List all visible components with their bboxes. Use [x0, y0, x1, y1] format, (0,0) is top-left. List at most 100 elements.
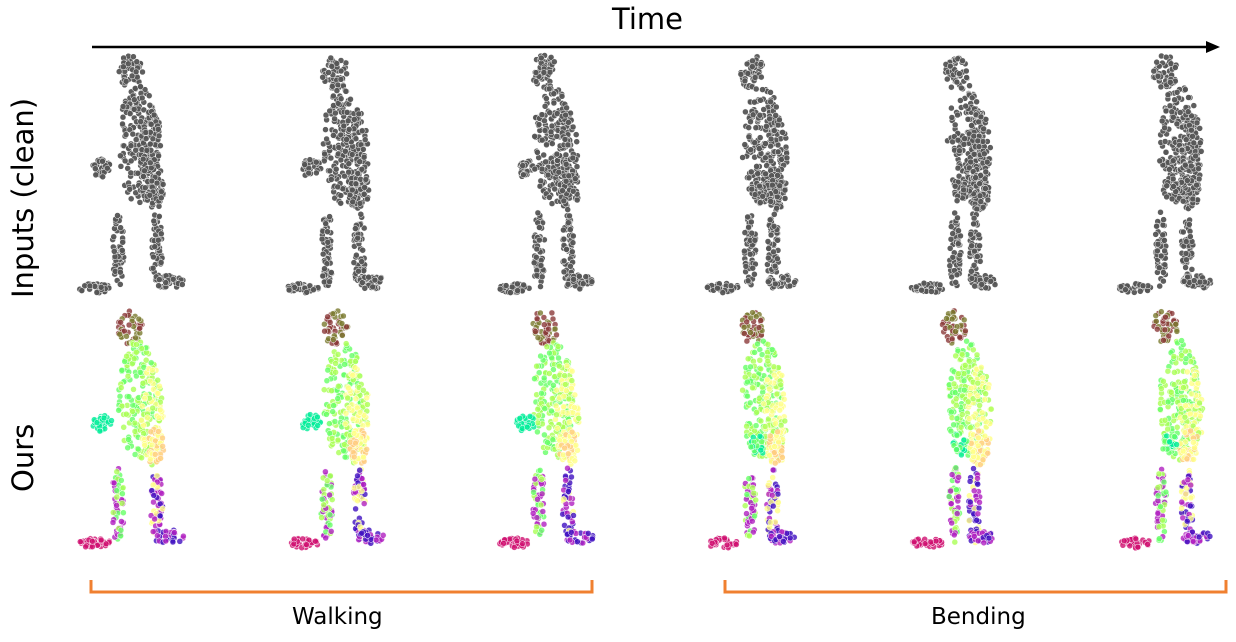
point	[741, 229, 749, 236]
point	[745, 133, 753, 141]
point	[768, 346, 776, 353]
point	[129, 408, 136, 415]
point	[952, 279, 959, 286]
point	[533, 254, 540, 261]
point	[767, 519, 774, 526]
point	[771, 211, 778, 218]
point	[325, 69, 332, 76]
point	[139, 68, 146, 76]
point	[320, 501, 327, 509]
point	[119, 239, 126, 246]
point	[977, 198, 985, 205]
point	[318, 514, 325, 521]
ours-point-cloud-frame-4	[707, 309, 798, 551]
point	[127, 157, 135, 165]
point	[745, 174, 753, 182]
point	[538, 273, 546, 281]
point	[345, 168, 352, 176]
point	[96, 427, 104, 435]
point	[760, 400, 767, 408]
point	[150, 498, 157, 506]
point	[943, 315, 950, 322]
point	[140, 430, 147, 437]
point	[533, 514, 541, 521]
point	[781, 186, 789, 194]
point	[569, 239, 577, 246]
point	[125, 393, 133, 400]
point	[773, 204, 780, 212]
point	[538, 390, 545, 397]
point	[753, 163, 760, 170]
point	[327, 528, 335, 535]
point	[535, 412, 542, 419]
point	[953, 271, 961, 279]
point	[352, 358, 359, 365]
point	[778, 372, 786, 379]
point	[947, 236, 955, 243]
point	[327, 54, 335, 62]
point	[567, 263, 574, 270]
point	[756, 433, 764, 440]
point	[320, 386, 328, 393]
point	[332, 109, 339, 117]
point	[757, 417, 765, 425]
point	[975, 231, 982, 239]
point	[145, 92, 153, 99]
point	[741, 502, 749, 509]
point	[786, 534, 794, 542]
point	[763, 123, 770, 130]
point	[543, 343, 551, 351]
point	[957, 97, 964, 104]
point	[588, 278, 596, 285]
point	[779, 454, 786, 461]
point	[322, 468, 329, 476]
point	[130, 386, 137, 393]
point	[100, 414, 108, 422]
point	[767, 231, 775, 239]
point	[744, 277, 752, 284]
point	[146, 192, 154, 199]
point	[968, 268, 975, 275]
point	[762, 154, 769, 162]
point	[708, 540, 716, 547]
point	[337, 76, 345, 83]
point	[348, 352, 356, 359]
point	[752, 422, 760, 429]
point	[565, 395, 573, 403]
point	[114, 212, 121, 219]
point	[948, 114, 956, 121]
point	[772, 280, 779, 288]
point	[970, 215, 978, 222]
point	[567, 226, 574, 233]
point	[771, 371, 778, 379]
point	[554, 425, 561, 432]
point	[137, 83, 144, 90]
point	[531, 165, 539, 173]
point	[155, 236, 162, 244]
point	[776, 182, 783, 190]
point	[104, 164, 111, 172]
point	[344, 394, 351, 402]
point	[301, 161, 308, 168]
point	[570, 276, 577, 283]
point	[537, 352, 544, 360]
point	[285, 286, 293, 294]
point	[778, 156, 785, 163]
point	[741, 330, 748, 337]
point	[156, 213, 163, 220]
point	[766, 216, 774, 224]
point	[764, 505, 771, 512]
point	[560, 226, 567, 234]
point	[538, 136, 546, 144]
point	[538, 54, 545, 62]
point	[765, 278, 772, 286]
point	[360, 453, 367, 461]
point	[976, 180, 983, 187]
ours-point-cloud-frame-2	[288, 307, 387, 551]
point	[539, 508, 547, 515]
point	[987, 278, 995, 285]
point	[781, 417, 789, 425]
point	[110, 479, 118, 487]
point	[323, 477, 331, 484]
point	[350, 430, 358, 437]
